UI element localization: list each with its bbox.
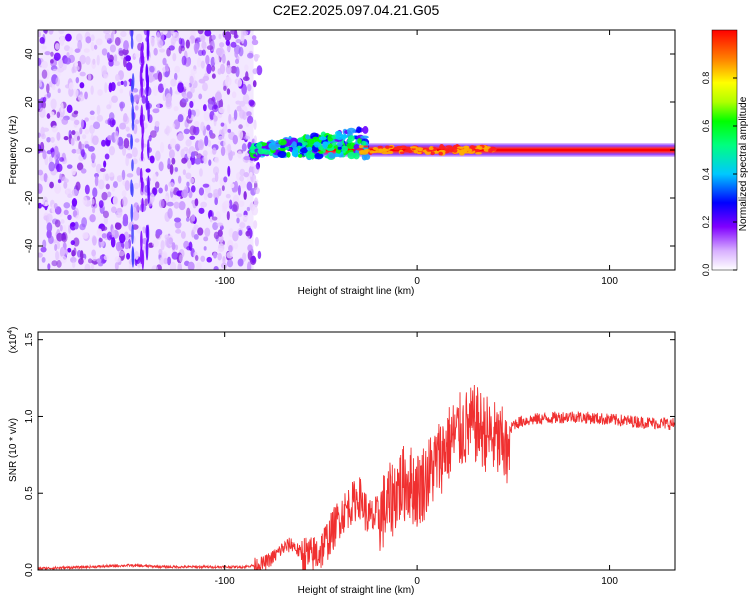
top-xlabel: Height of straight line (km)	[298, 286, 415, 297]
top-ytick-label: 20	[24, 96, 35, 108]
snr-frame	[37, 331, 676, 571]
top-ytick-label: -20	[24, 190, 35, 205]
scale-exponent: 4	[7, 330, 14, 334]
bottom-ylabel: SNR (10 * v/v)	[8, 418, 19, 482]
colorbar: 0.0 0.2 0.4 0.6 0.8 Normalized spectral ampl…	[701, 29, 749, 277]
noise-speckle	[38, 30, 263, 270]
svg-text:(x104): (x104)	[7, 327, 19, 354]
colorbar-tick-label: 0.0	[701, 264, 711, 277]
spectrogram-image	[38, 30, 675, 270]
bottom-xlabel: Height of straight line (km)	[298, 585, 415, 596]
scale-label: (x10	[8, 333, 19, 353]
colorbar-tick-label: 0.6	[701, 120, 711, 133]
top-ytick-label: 0	[24, 147, 35, 153]
colorbar-tick-label: 0.4	[701, 168, 711, 181]
bottom-ytick-label: 1.5	[24, 332, 35, 346]
top-ytick-label: -40	[24, 238, 35, 253]
top-ytick-label: 40	[24, 48, 35, 60]
top-xtick-label: 100	[601, 276, 618, 287]
snr-line	[38, 385, 675, 570]
snr-panel: -100 0 100 0.0 0.5 1.0 1.5 Height of straight …	[7, 327, 676, 596]
top-xtick-label: -100	[215, 276, 235, 287]
bottom-ytick-label: 1.0	[24, 409, 35, 423]
colorbar-tick-label: 0.8	[701, 72, 711, 85]
top-ylabel: Frequency (Hz)	[8, 116, 19, 185]
bottom-xtick-label: 100	[601, 576, 618, 587]
carrier-turbulence	[247, 126, 497, 161]
spectrogram-panel: -100 0 100 -40 -20 0 20 40 Height of straight l…	[8, 29, 676, 297]
colorbar-tick-label: 0.2	[701, 216, 711, 229]
bottom-xtick-label: -100	[215, 576, 235, 587]
scale-close: )	[8, 327, 19, 330]
top-xtick-label: 0	[414, 276, 420, 287]
colorbar-gradient	[711, 29, 738, 271]
chart-title: C2E2.2025.097.04.21.G05	[273, 2, 440, 18]
bottom-ytick-label: 0.5	[24, 486, 35, 500]
bottom-xtick-label: 0	[414, 576, 420, 587]
colorbar-label: Normalized spectral amplitude	[738, 96, 749, 231]
bottom-ytick-label: 0.0	[24, 563, 35, 577]
